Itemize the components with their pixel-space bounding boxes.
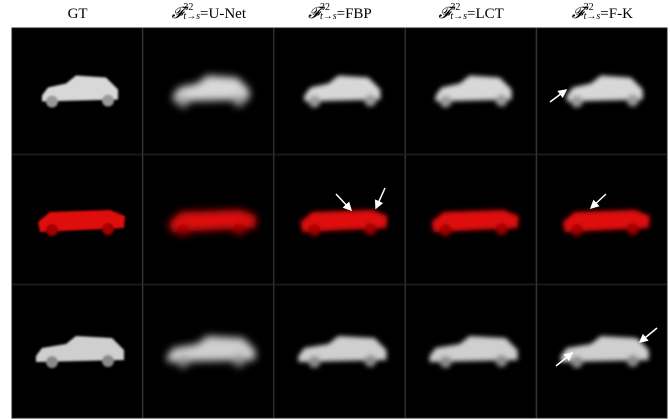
- car-wheel: [102, 223, 114, 235]
- car-wheel: [496, 355, 508, 367]
- car-wheel: [571, 96, 583, 108]
- car-wheel: [177, 224, 189, 236]
- car-wheel: [496, 95, 508, 107]
- car-wheel: [627, 355, 639, 367]
- car-wheel: [627, 223, 639, 235]
- car-wheel: [102, 355, 114, 367]
- car-wheel: [233, 223, 245, 235]
- car-wheel: [308, 224, 320, 236]
- car-wheel: [571, 224, 583, 236]
- car-wheel: [440, 356, 452, 368]
- car-wheel: [308, 96, 320, 108]
- car-wheel: [177, 96, 189, 108]
- car-wheel: [46, 224, 58, 236]
- car-wheel: [364, 223, 376, 235]
- car-wheel: [364, 355, 376, 367]
- car-wheel: [364, 95, 376, 107]
- car-wheel: [627, 95, 639, 107]
- car-wheel: [440, 96, 452, 108]
- car-wheel: [233, 355, 245, 367]
- car-wheel: [46, 96, 58, 108]
- car-wheel: [496, 223, 508, 235]
- car-wheel: [308, 356, 320, 368]
- car-wheel: [46, 356, 58, 368]
- car-wheel: [440, 224, 452, 236]
- car-wheel: [233, 95, 245, 107]
- car-wheel: [177, 356, 189, 368]
- image-grid: [0, 0, 670, 419]
- car-wheel: [571, 356, 583, 368]
- car-wheel: [102, 95, 114, 107]
- figure: GT𝓕32t→s=U-Net𝓕32t→s=FBP𝓕32t→s=LCT𝓕32t→s…: [0, 0, 670, 419]
